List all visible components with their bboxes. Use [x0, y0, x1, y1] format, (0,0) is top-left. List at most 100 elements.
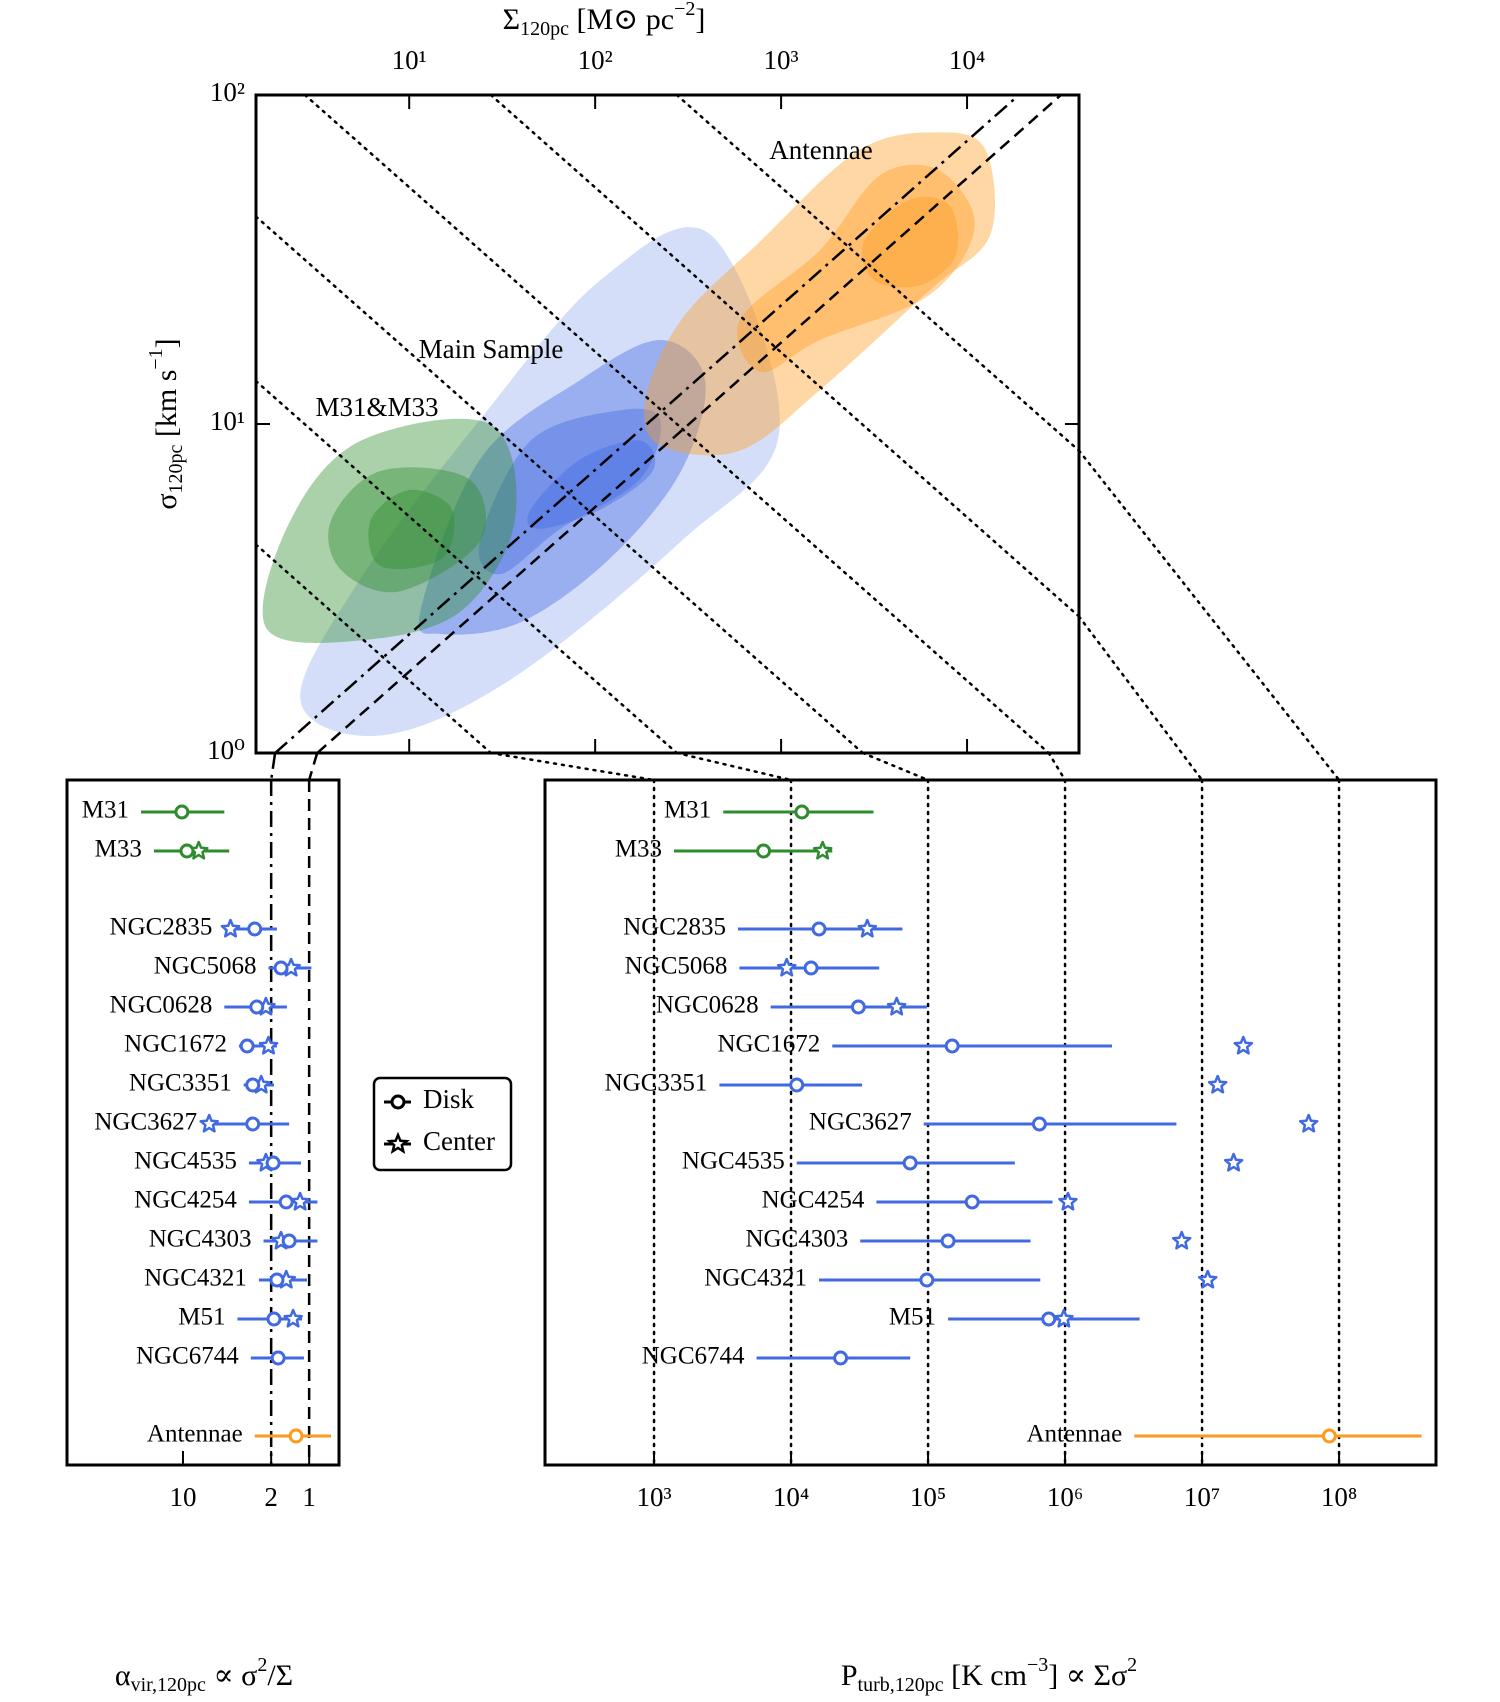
center-marker	[283, 1308, 303, 1328]
disk-marker	[247, 921, 263, 937]
center-marker	[1054, 1308, 1074, 1328]
row-label: NGC3627	[809, 1109, 912, 1136]
legend-marker	[386, 1131, 410, 1154]
density-contour	[527, 440, 656, 529]
row-label: NGC4535	[682, 1148, 785, 1175]
label-part: [km s	[150, 370, 183, 445]
center-marker	[857, 918, 878, 938]
disk-marker	[794, 804, 810, 820]
top-x-axis-title: Σ120pc [M⊙ pc−2]	[503, 0, 706, 40]
legend-marker	[390, 1094, 406, 1110]
disk-marker	[944, 1038, 960, 1054]
connector-line	[1047, 751, 1067, 782]
label-part: −1	[145, 348, 167, 369]
x-tick-label: 10⁶	[1047, 1482, 1083, 1512]
row-label: NGC3351	[129, 1070, 232, 1097]
row-label: M33	[615, 836, 662, 863]
center-marker	[1298, 1113, 1319, 1133]
label-part: 120pc	[165, 445, 187, 494]
pressure-line	[675, 95, 1079, 452]
row-label: NGC3627	[94, 1109, 197, 1136]
label-part: /Σ	[267, 1659, 293, 1692]
disk-marker	[281, 1233, 297, 1249]
x-tick-label: 10⁵	[910, 1482, 946, 1512]
label-part: P	[841, 1659, 858, 1692]
legend-label: Disk	[423, 1084, 475, 1114]
x-tick-label: 10²	[578, 45, 613, 75]
row-label: Antennae	[1026, 1421, 1122, 1448]
row-label: NGC1672	[124, 1031, 227, 1058]
row-label: NGC4535	[134, 1148, 237, 1175]
row-label: Antennae	[147, 1421, 243, 1448]
x-tick-label: 1	[302, 1482, 316, 1512]
disk-marker	[940, 1233, 956, 1249]
disk-marker	[174, 804, 190, 820]
row-label: NGC4254	[134, 1187, 237, 1214]
label-part: 120pc	[520, 18, 569, 40]
row-label: M31	[664, 797, 711, 824]
top-y-axis-title: σ120pc [km s−1]	[145, 338, 187, 509]
left-x-axis-title: αvir,120pc ∝ σ2/Σ	[115, 1654, 293, 1696]
connector-line	[307, 752, 319, 781]
density-contour	[861, 196, 959, 288]
disk-marker	[964, 1194, 980, 1210]
center-marker	[776, 957, 797, 977]
x-tick-label: 10⁷	[1184, 1482, 1220, 1512]
disk-marker	[265, 1155, 281, 1171]
row-label: NGC4303	[745, 1226, 848, 1253]
connector-line	[861, 751, 930, 782]
center-marker	[290, 1191, 310, 1211]
disk-marker	[1031, 1116, 1047, 1132]
row-label: NGC6744	[136, 1343, 239, 1370]
row-label: NGC0628	[110, 992, 213, 1019]
virial-line	[274, 95, 1020, 753]
row-label: M31	[82, 797, 129, 824]
x-tick-label: 10⁸	[1321, 1482, 1357, 1512]
x-tick-label: 10⁴	[949, 45, 985, 75]
top-plot-area	[256, 95, 1079, 753]
center-marker	[199, 1113, 219, 1133]
disk-marker	[239, 1038, 255, 1054]
disk-marker	[919, 1272, 935, 1288]
label-part: σ	[150, 494, 183, 510]
row-label: NGC4303	[149, 1226, 252, 1253]
pressure-line	[303, 95, 1050, 753]
center-marker	[1197, 1269, 1218, 1289]
disk-marker	[803, 960, 819, 976]
center-marker	[1058, 1191, 1078, 1211]
connector-line	[675, 751, 793, 782]
row-label: NGC5068	[625, 953, 728, 980]
density-contour	[262, 418, 517, 643]
y-tick-label: 10¹	[210, 406, 245, 436]
y-tick-label: 10²	[210, 77, 245, 107]
scatter-cloud	[300, 227, 780, 737]
center-marker	[1223, 1152, 1244, 1172]
disk-marker	[756, 843, 772, 859]
right-x-axis-title: Pturb,120pc [K cm−3] ∝ Σσ2	[841, 1654, 1137, 1696]
row-label: NGC0628	[656, 992, 759, 1019]
disk-marker	[249, 999, 265, 1015]
disk-marker	[245, 1077, 261, 1093]
density-contour	[328, 467, 486, 593]
disk-marker	[278, 1194, 294, 1210]
row-label: M33	[95, 836, 142, 863]
connector-line	[489, 751, 656, 782]
center-marker	[258, 1035, 279, 1055]
connector-line	[269, 752, 277, 781]
disk-marker	[245, 1116, 261, 1132]
row-label: NGC1672	[717, 1031, 820, 1058]
x-tick-label: 10¹	[392, 45, 427, 75]
x-tick-label: 10³	[764, 45, 799, 75]
disk-marker	[179, 843, 195, 859]
virial-line	[316, 95, 1062, 753]
x-tick-label: 10⁴	[773, 1482, 809, 1512]
disk-marker	[270, 1350, 286, 1366]
disk-marker	[273, 960, 289, 976]
center-marker	[1233, 1035, 1254, 1055]
label-part: 2	[257, 1654, 267, 1676]
x-tick-label: 10³	[636, 1482, 671, 1512]
disk-marker	[850, 999, 866, 1015]
label-part: ]	[150, 338, 183, 348]
label-part: ]	[695, 3, 705, 36]
